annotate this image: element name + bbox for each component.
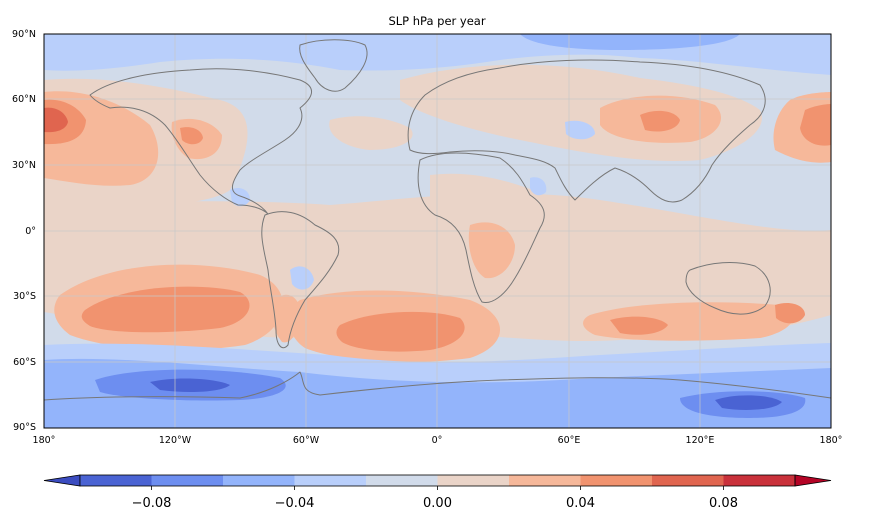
negative-weak-arabia-pocket <box>530 177 547 196</box>
lat-label-90n: 90°N <box>12 29 36 40</box>
colorbar-ticks: −0.08 −0.04 0.00 0.04 0.08 <box>132 486 738 511</box>
colorbar-segment <box>151 475 224 486</box>
map-frame <box>43 33 832 429</box>
lon-label-120w: 120°W <box>159 435 192 446</box>
coast-north-america <box>89 68 312 215</box>
colorbar-segment <box>723 475 796 486</box>
colorbar-tick-label: 0.04 <box>566 496 595 511</box>
colorbar-segment <box>509 475 581 486</box>
lat-label-30n: 30°N <box>12 160 36 171</box>
coast-greenland <box>299 39 368 92</box>
negative-weak-central-asia-pocket <box>565 120 595 140</box>
negative-strongest-amundsen <box>150 378 230 393</box>
positive-weak-north-atlantic <box>329 116 413 150</box>
coast-africa <box>417 152 545 304</box>
lon-label-180w: 180° <box>33 435 56 446</box>
negative-strongest-east-antarctic <box>715 395 782 410</box>
positive-strong-southeast-indian <box>775 303 805 324</box>
positive-strong-south-indian <box>610 316 668 335</box>
latitude-labels: 90°N 60°N 30°N 0° 30°S 60°S 90°S <box>12 29 36 433</box>
graticule <box>44 34 831 428</box>
colorbar-segment <box>294 475 367 486</box>
coast-eurasia <box>407 59 766 203</box>
positive-strong-south-atlantic <box>336 311 465 352</box>
coast-australia <box>685 262 771 315</box>
lat-label-eq: 0° <box>25 226 36 237</box>
positive-strong-siberia <box>640 110 680 132</box>
colorbar-over-extension <box>794 474 832 487</box>
coastlines <box>44 39 831 401</box>
map-title: SLP hPa per year <box>388 14 485 28</box>
colorbar-under-extension <box>43 474 81 487</box>
colorbar: −0.08 −0.04 0.00 0.04 0.08 <box>43 474 832 511</box>
lat-label-90s: 90°S <box>13 422 36 433</box>
colorbar-segment <box>652 475 724 486</box>
lon-label-120e: 120°E <box>686 435 715 446</box>
slp-trend-contours <box>44 34 831 428</box>
lon-label-60w: 60°W <box>293 435 320 446</box>
positive-strong-south-pacific <box>81 286 250 333</box>
colorbar-segment <box>80 475 152 486</box>
positive-moderate-south-africa <box>468 222 515 279</box>
positive-moderate-south-america <box>272 294 300 343</box>
positive-strongest-north-pacific <box>44 107 68 133</box>
colorbar-segments <box>43 474 832 487</box>
coast-south-america <box>261 211 340 349</box>
colorbar-tick-label: −0.04 <box>275 496 315 511</box>
coast-antarctica <box>44 371 831 401</box>
map-panel <box>44 34 831 428</box>
positive-strong-north-america <box>180 127 203 145</box>
colorbar-segment <box>580 475 653 486</box>
colorbar-segment <box>437 475 510 486</box>
negative-moderate-arctic <box>520 34 740 50</box>
colorbar-tick-label: 0.00 <box>423 496 452 511</box>
lat-label-60n: 60°N <box>12 94 36 105</box>
lat-label-60s: 60°S <box>13 357 36 368</box>
lon-label-0: 0° <box>432 435 443 446</box>
negative-weak-south-atlantic-pocket <box>290 266 314 290</box>
lon-label-60e: 60°E <box>558 435 581 446</box>
lon-label-180e: 180° <box>820 435 843 446</box>
colorbar-segment <box>223 475 295 486</box>
colorbar-segment <box>366 475 438 486</box>
colorbar-tick-label: −0.08 <box>132 496 172 511</box>
lat-label-30s: 30°S <box>13 291 36 302</box>
positive-strong-northeast-pacific <box>800 104 831 146</box>
longitude-labels: 180° 120°W 60°W 0° 60°E 120°E 180° <box>33 435 843 446</box>
colorbar-tick-label: 0.08 <box>709 496 738 511</box>
